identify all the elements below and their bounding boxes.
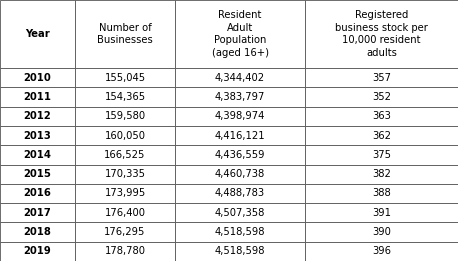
Text: 2013: 2013 — [24, 130, 51, 141]
Text: Year: Year — [25, 29, 50, 39]
Bar — [305, 145, 458, 164]
Text: 4,383,797: 4,383,797 — [215, 92, 265, 102]
Bar — [0, 0, 75, 68]
Bar — [305, 68, 458, 87]
Bar — [0, 68, 75, 87]
Text: Number of
Businesses: Number of Businesses — [97, 23, 153, 45]
Bar — [0, 184, 75, 203]
Text: 388: 388 — [372, 188, 391, 198]
Text: 173,995: 173,995 — [104, 188, 146, 198]
Bar — [75, 203, 175, 222]
Text: 2010: 2010 — [24, 73, 51, 83]
Bar — [175, 184, 305, 203]
Text: 357: 357 — [372, 73, 391, 83]
Text: 4,416,121: 4,416,121 — [215, 130, 265, 141]
Bar — [175, 145, 305, 164]
Text: 352: 352 — [372, 92, 391, 102]
Bar — [75, 68, 175, 87]
Text: 154,365: 154,365 — [104, 92, 146, 102]
Text: 2018: 2018 — [23, 227, 51, 237]
Text: Registered
business stock per
10,000 resident
adults: Registered business stock per 10,000 res… — [335, 10, 428, 58]
Bar — [0, 126, 75, 145]
Text: 159,580: 159,580 — [104, 111, 146, 121]
Bar — [305, 242, 458, 261]
Bar — [0, 222, 75, 242]
Bar — [305, 106, 458, 126]
Text: 2014: 2014 — [23, 150, 51, 160]
Text: 2011: 2011 — [23, 92, 51, 102]
Text: 2017: 2017 — [24, 208, 51, 218]
Bar — [305, 203, 458, 222]
Bar — [305, 87, 458, 106]
Text: 4,518,598: 4,518,598 — [215, 246, 265, 256]
Bar — [175, 68, 305, 87]
Text: 4,398,974: 4,398,974 — [215, 111, 265, 121]
Text: 2012: 2012 — [24, 111, 51, 121]
Text: 4,518,598: 4,518,598 — [215, 227, 265, 237]
Text: 396: 396 — [372, 246, 391, 256]
Text: 391: 391 — [372, 208, 391, 218]
Bar — [75, 126, 175, 145]
Bar — [175, 0, 305, 68]
Text: 176,400: 176,400 — [104, 208, 146, 218]
Bar — [175, 87, 305, 106]
Bar — [0, 106, 75, 126]
Bar — [75, 164, 175, 184]
Bar — [175, 164, 305, 184]
Text: 170,335: 170,335 — [104, 169, 146, 179]
Bar — [305, 184, 458, 203]
Text: 176,295: 176,295 — [104, 227, 146, 237]
Text: 4,436,559: 4,436,559 — [215, 150, 265, 160]
Text: 375: 375 — [372, 150, 391, 160]
Text: 166,525: 166,525 — [104, 150, 146, 160]
Text: 2016: 2016 — [23, 188, 51, 198]
Text: 4,507,358: 4,507,358 — [215, 208, 265, 218]
Bar — [75, 242, 175, 261]
Bar — [175, 106, 305, 126]
Bar — [75, 0, 175, 68]
Text: 2019: 2019 — [24, 246, 51, 256]
Text: 160,050: 160,050 — [104, 130, 146, 141]
Text: 178,780: 178,780 — [104, 246, 146, 256]
Bar — [0, 203, 75, 222]
Bar — [0, 164, 75, 184]
Bar — [305, 222, 458, 242]
Bar — [175, 222, 305, 242]
Bar — [75, 106, 175, 126]
Bar — [175, 203, 305, 222]
Text: 362: 362 — [372, 130, 391, 141]
Bar — [75, 87, 175, 106]
Bar — [305, 126, 458, 145]
Text: 363: 363 — [372, 111, 391, 121]
Text: 155,045: 155,045 — [104, 73, 146, 83]
Text: 4,488,783: 4,488,783 — [215, 188, 265, 198]
Bar — [175, 242, 305, 261]
Text: 2015: 2015 — [23, 169, 51, 179]
Text: Resident
Adult
Population
(aged 16+): Resident Adult Population (aged 16+) — [212, 10, 268, 58]
Bar — [75, 145, 175, 164]
Bar — [0, 242, 75, 261]
Text: 390: 390 — [372, 227, 391, 237]
Text: 382: 382 — [372, 169, 391, 179]
Bar — [75, 222, 175, 242]
Text: 4,344,402: 4,344,402 — [215, 73, 265, 83]
Bar — [305, 0, 458, 68]
Bar — [305, 164, 458, 184]
Bar — [175, 126, 305, 145]
Text: 4,460,738: 4,460,738 — [215, 169, 265, 179]
Bar — [0, 87, 75, 106]
Bar — [75, 184, 175, 203]
Bar — [0, 145, 75, 164]
